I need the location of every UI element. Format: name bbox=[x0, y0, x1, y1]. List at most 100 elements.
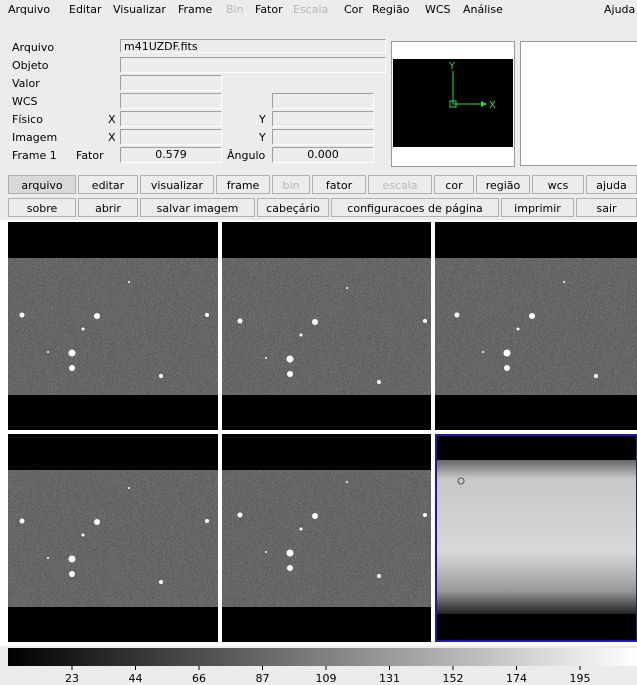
label: WCS bbox=[12, 95, 38, 108]
button[interactable]: região bbox=[476, 175, 530, 194]
star bbox=[287, 550, 294, 557]
button[interactable]: sair bbox=[576, 198, 637, 217]
button[interactable]: sobre bbox=[8, 198, 76, 217]
menu-item[interactable]: WCS bbox=[422, 0, 454, 19]
star bbox=[265, 551, 267, 553]
star bbox=[94, 519, 100, 525]
star bbox=[529, 313, 535, 319]
tick-label: 44 bbox=[129, 672, 143, 685]
file-field: m41UZDF.fits bbox=[120, 39, 386, 53]
star bbox=[423, 319, 427, 323]
menu-item[interactable]: Análise bbox=[460, 0, 506, 19]
image-band bbox=[437, 460, 637, 614]
menu-item[interactable]: Arquivo bbox=[5, 0, 53, 19]
menu-item[interactable]: Fator bbox=[252, 0, 286, 19]
star bbox=[69, 350, 76, 357]
button[interactable]: fator bbox=[312, 175, 366, 194]
star bbox=[82, 534, 85, 537]
label: Frame 1 bbox=[12, 149, 57, 162]
image-display bbox=[0, 220, 637, 646]
menu-item[interactable]: Visualizar bbox=[110, 0, 169, 19]
star bbox=[94, 313, 100, 319]
menu-item[interactable]: Ajuda bbox=[604, 3, 635, 16]
star bbox=[504, 350, 511, 357]
button[interactable]: imprimir bbox=[501, 198, 574, 217]
tick-label: 131 bbox=[379, 672, 400, 685]
label: Valor bbox=[12, 77, 40, 90]
button[interactable]: escala bbox=[368, 175, 432, 194]
star bbox=[159, 374, 163, 378]
physical-x-field bbox=[120, 111, 222, 127]
star bbox=[159, 580, 163, 584]
star bbox=[312, 513, 318, 519]
button[interactable]: frame bbox=[216, 175, 270, 194]
button[interactable]: editar bbox=[78, 175, 138, 194]
star bbox=[287, 356, 294, 363]
button[interactable]: configuracoes de página bbox=[331, 198, 499, 217]
star bbox=[20, 519, 25, 524]
menu-item[interactable]: Escala bbox=[290, 0, 331, 19]
star bbox=[47, 557, 49, 559]
star bbox=[346, 287, 348, 289]
zoom-field: 0.579 bbox=[120, 147, 222, 163]
star bbox=[300, 528, 303, 531]
star bbox=[517, 328, 520, 331]
star bbox=[594, 374, 598, 378]
button[interactable]: salvar imagem bbox=[140, 198, 255, 217]
star bbox=[265, 357, 267, 359]
star bbox=[128, 281, 130, 283]
button[interactable]: cabeçário bbox=[257, 198, 329, 217]
colorbar-gradient bbox=[8, 648, 637, 666]
star bbox=[482, 351, 484, 353]
star bbox=[47, 351, 49, 353]
menu-item[interactable]: Cor bbox=[341, 0, 366, 19]
button[interactable]: ajuda bbox=[586, 175, 637, 194]
label: X bbox=[108, 113, 116, 126]
wcs-field bbox=[272, 93, 374, 109]
value-field bbox=[120, 75, 222, 91]
star bbox=[205, 519, 209, 523]
star bbox=[287, 371, 293, 377]
image-noise bbox=[8, 470, 218, 607]
menu-item[interactable]: Editar bbox=[66, 0, 105, 19]
magnifier bbox=[520, 41, 637, 166]
star bbox=[69, 365, 75, 371]
menu-item[interactable]: Bin bbox=[223, 0, 247, 19]
tick-label: 152 bbox=[443, 672, 464, 685]
image-noise bbox=[8, 258, 218, 395]
star bbox=[377, 380, 381, 384]
star bbox=[238, 513, 243, 518]
tick-label: 66 bbox=[192, 672, 206, 685]
button[interactable]: bin bbox=[272, 175, 310, 194]
label: Y bbox=[259, 131, 266, 144]
tick-label: 23 bbox=[65, 672, 79, 685]
angle-field: 0.000 bbox=[272, 147, 374, 163]
star bbox=[238, 319, 243, 324]
button[interactable]: cor bbox=[434, 175, 474, 194]
label: Y bbox=[259, 113, 266, 126]
label: Objeto bbox=[12, 59, 49, 72]
image-noise bbox=[222, 258, 431, 395]
menu-item[interactable]: Região bbox=[369, 0, 412, 19]
image-y-field bbox=[272, 129, 374, 145]
physical-y-field bbox=[272, 111, 374, 127]
button[interactable]: wcs bbox=[532, 175, 584, 194]
menu-item[interactable]: Frame bbox=[175, 0, 215, 19]
button[interactable]: arquivo bbox=[8, 175, 76, 194]
tick-label: 109 bbox=[316, 672, 337, 685]
star bbox=[300, 334, 303, 337]
image-noise bbox=[222, 470, 431, 607]
label: Arquivo bbox=[12, 41, 54, 54]
button[interactable]: visualizar bbox=[140, 175, 214, 194]
star bbox=[346, 481, 348, 483]
star bbox=[69, 571, 75, 577]
panner: Y X bbox=[391, 41, 515, 167]
wcs-field bbox=[120, 93, 222, 109]
star bbox=[455, 313, 460, 318]
label: X bbox=[108, 131, 116, 144]
label: Fator bbox=[76, 149, 104, 162]
label: Ângulo bbox=[227, 149, 265, 162]
button[interactable]: abrir bbox=[78, 198, 138, 217]
